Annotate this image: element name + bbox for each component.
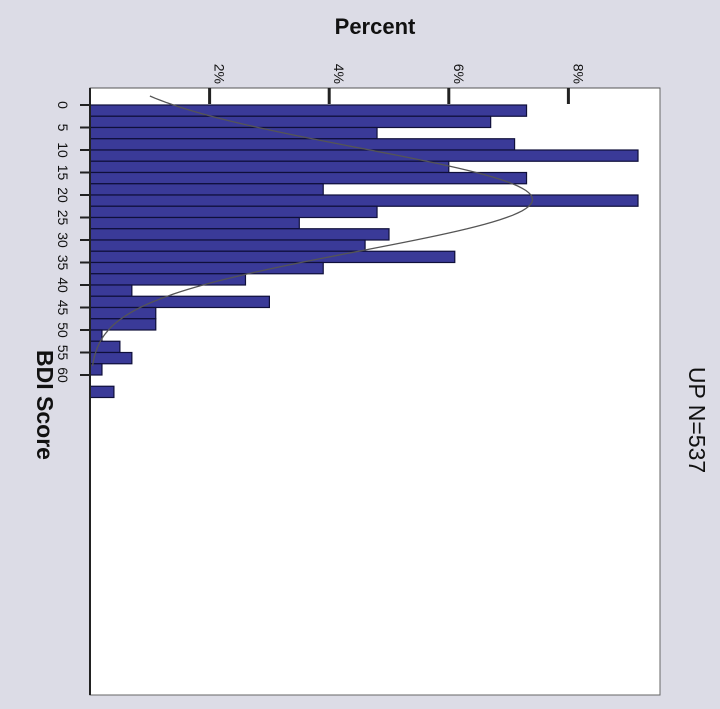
bar: [89, 216, 300, 230]
y-tick-label: 5: [55, 124, 71, 132]
bar: [89, 205, 378, 219]
bar: [89, 284, 133, 297]
bar: [89, 138, 516, 151]
y-tick-label: 50: [55, 322, 71, 338]
bar: [89, 363, 103, 376]
x-tick-label: 6%: [451, 64, 467, 84]
bar: [89, 115, 492, 129]
bar: [89, 160, 450, 174]
y-tick-label: 40: [55, 277, 71, 293]
normal-curve: [91, 95, 534, 367]
y-tick-label: 25: [55, 210, 71, 226]
y-tick-label: 10: [55, 142, 71, 158]
bar: [89, 171, 528, 185]
y-tick-label: 55: [55, 345, 71, 361]
bar: [89, 194, 639, 207]
y-axis: 0 5 10 15 20 25 30 35 40 45 50 55 60: [55, 88, 91, 695]
x-axis: 2% 4% 6% 8%: [90, 64, 660, 104]
bar: [89, 228, 390, 241]
bar: [89, 250, 456, 264]
y-tick-label: 30: [55, 232, 71, 248]
bar: [89, 183, 324, 196]
y-tick-label: 45: [55, 300, 71, 316]
bar: [89, 104, 528, 117]
y-tick-label: 60: [55, 367, 71, 383]
y-axis-title: BDI Score: [32, 350, 58, 460]
bar: [89, 149, 639, 162]
bar: [89, 329, 103, 342]
bar: [89, 126, 378, 140]
x-tick-label: 4%: [331, 64, 347, 84]
y-tick-label: 0: [55, 101, 71, 109]
chart-title: UP N=537: [684, 367, 710, 473]
bar: [89, 318, 157, 331]
y-tick-label: 15: [55, 165, 71, 181]
y-tick-label: 35: [55, 255, 71, 271]
x-axis-title: Percent: [335, 14, 416, 39]
bar: [89, 340, 121, 354]
bar: [89, 295, 270, 309]
bar: [89, 351, 133, 365]
normal-curve-group: [91, 95, 534, 367]
y-tick-label: 20: [55, 187, 71, 203]
bar: [89, 239, 366, 252]
x-tick-label: 8%: [570, 64, 586, 84]
bar: [89, 261, 324, 275]
bars-group: [89, 104, 639, 399]
bar: [89, 385, 115, 399]
x-tick-label: 2%: [212, 64, 228, 84]
